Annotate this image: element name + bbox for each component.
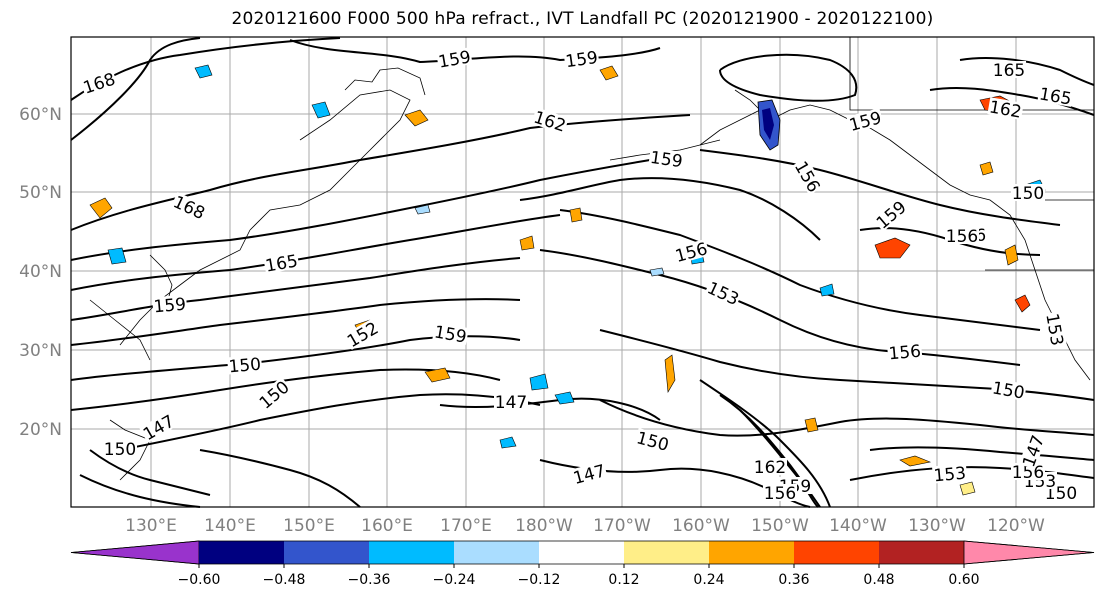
lon-label: 180°W (515, 516, 573, 536)
contour-label: 153 (1041, 311, 1067, 348)
colorbar-tick-label: 0.24 (693, 572, 724, 588)
lat-label: 20°N (19, 420, 62, 440)
contour-label-text: 165 (993, 61, 1025, 81)
contour-label-text: 150 (228, 355, 262, 378)
colorbar-segment (284, 541, 370, 564)
colorbar-segment (539, 541, 625, 564)
contour-label-text: 150 (104, 440, 136, 460)
ivt-fill-positive (89, 65, 1031, 496)
contour-label: 156 (672, 239, 710, 267)
lon-label: 160°E (361, 516, 413, 536)
map-border (70, 36, 1095, 508)
lon-label: 130°W (908, 516, 966, 536)
contour-label: 150 (1011, 184, 1045, 204)
lon-label: 150°E (283, 516, 335, 536)
colorbar-tick-label: −0.48 (263, 572, 306, 588)
lon-label: 170°W (593, 516, 651, 536)
lat-label: 50°N (19, 183, 62, 203)
map-area (71, 37, 1094, 507)
colorbar-tick-label: 0.12 (608, 572, 639, 588)
contour-label: 156 (763, 484, 797, 504)
colorbar-tick-label: −0.60 (178, 572, 221, 588)
contour-label: 159 (648, 147, 685, 172)
lon-label: 130°E (125, 516, 177, 536)
colorbar-tick-label: 0.60 (948, 572, 979, 588)
colorbar-segment (794, 541, 880, 564)
contour-label-text: 150 (1012, 184, 1044, 204)
colorbar-tick-label: −0.36 (348, 572, 391, 588)
contour-label: 147 (494, 393, 528, 413)
contour-label-text: 153 (933, 464, 967, 487)
colorbar-segment (199, 541, 285, 564)
ivt-fill-negative (107, 64, 1046, 449)
lat-label: 30°N (19, 341, 62, 361)
latitude-labels: 60°N 50°N 40°N 30°N 20°N (19, 105, 62, 440)
colorbar-segments (70, 540, 1095, 565)
lat-label: 60°N (19, 105, 62, 125)
contour-label: 156 (945, 227, 979, 247)
lon-label: 160°W (672, 516, 730, 536)
colorbar-tick-label: −0.24 (433, 572, 476, 588)
contour-label-text: 156 (764, 484, 796, 504)
contour-label-text: 156 (1012, 463, 1044, 483)
colorbar-segment (624, 541, 710, 564)
contour-label: 150 (103, 440, 137, 460)
lon-label: 150°W (751, 516, 809, 536)
contour-label-text: 159 (649, 148, 684, 172)
colorbar-ticks: −0.60 −0.48 −0.36 −0.24 −0.12 0.12 0.24 0.36 0.4… (178, 564, 980, 588)
contour-label: 165 (992, 61, 1026, 81)
contour-label: 159 (563, 47, 600, 72)
lon-label: 140°W (829, 516, 887, 536)
lon-label: 170°E (440, 516, 492, 536)
contour-label: 156 (887, 341, 923, 365)
contour-label: 150 (227, 354, 263, 378)
map-title: 2020121600 F000 500 hPa refract., IVT La… (231, 9, 934, 29)
colorbar-segment (879, 541, 965, 564)
contour-label: 159 (152, 294, 188, 318)
colorbar: −0.60 −0.48 −0.36 −0.24 −0.12 0.12 0.24 0.36 0.4… (70, 540, 1095, 588)
lon-label: 120°W (987, 516, 1045, 536)
graticule (71, 37, 1094, 507)
lat-label: 40°N (19, 262, 62, 282)
contour-label-text: 156 (888, 342, 922, 365)
lon-label: 140°E (204, 516, 256, 536)
contour-label: 153 (932, 463, 968, 487)
colorbar-segment (709, 541, 795, 564)
colorbar-extend-high (963, 540, 1095, 565)
contour-label: 162 (753, 458, 787, 478)
contour-label-text: 159 (153, 295, 187, 318)
coastlines (89, 37, 1094, 481)
colorbar-tick-label: 0.48 (863, 572, 894, 588)
contour-label-text: 156 (946, 227, 978, 247)
contour-label: 156 (1011, 463, 1045, 483)
longitude-labels: 130°E 140°E 150°E 160°E 170°E 180°W 170°… (125, 516, 1045, 536)
contour-label-text: 162 (754, 458, 786, 478)
contour-labels: 1681591591681621651591591681651621591561… (80, 47, 1078, 504)
colorbar-extend-low (70, 540, 200, 565)
contour-label-text: 159 (564, 48, 599, 72)
colorbar-segment (369, 541, 455, 564)
colorbar-tick-label: −0.12 (518, 572, 561, 588)
contour-label-text: 147 (495, 393, 527, 413)
colorbar-tick-label: 0.36 (778, 572, 809, 588)
colorbar-segment (454, 541, 540, 564)
